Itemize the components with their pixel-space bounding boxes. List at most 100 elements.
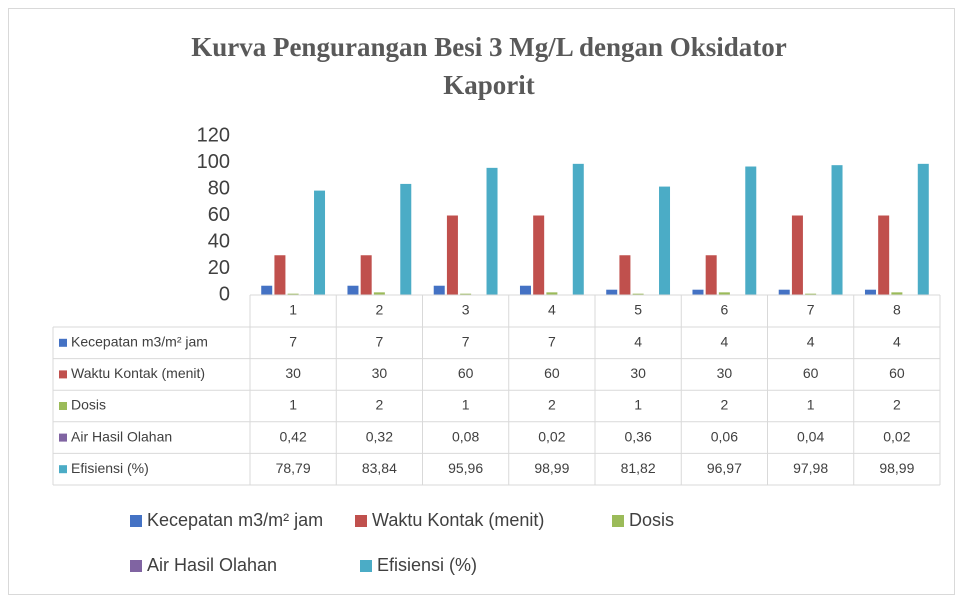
table-cell: 0,06	[711, 428, 738, 444]
bar	[433, 285, 445, 295]
table-cell: 2	[720, 397, 728, 413]
table-cell: 0,08	[452, 428, 479, 444]
table-row-label: Waktu Kontak (menit)	[71, 365, 205, 381]
table-cell: 0,32	[366, 428, 393, 444]
legend-label: Dosis	[629, 510, 674, 530]
table-cell: 0,36	[625, 428, 652, 444]
legend-label: Air Hasil Olahan	[147, 555, 277, 575]
x-tick-label: 1	[289, 302, 297, 318]
table-legend-key	[59, 402, 67, 410]
x-tick-label: 2	[375, 302, 383, 318]
bar	[360, 255, 372, 295]
bar	[546, 292, 558, 295]
bar	[572, 163, 584, 295]
table-cell: 0,04	[797, 428, 824, 444]
y-tick-label: 40	[208, 230, 230, 252]
y-tick-label: 0	[219, 283, 230, 305]
table-cell: 7	[289, 334, 297, 350]
bar	[831, 165, 843, 295]
table-cell: 60	[889, 365, 905, 381]
legend-label: Kecepatan m3/m² jam	[147, 510, 323, 530]
table-legend-key	[59, 433, 67, 442]
table-legend-key	[59, 465, 67, 474]
table-cell: 96,97	[707, 460, 742, 476]
table-cell: 83,84	[362, 460, 397, 476]
bar	[400, 183, 412, 295]
table-row-label: Dosis	[71, 397, 106, 413]
table-cell: 2	[548, 397, 556, 413]
table-row-label: Air Hasil Olahan	[71, 428, 172, 444]
legend-key	[130, 560, 142, 572]
legend-key	[130, 515, 142, 527]
table-cell: 98,99	[879, 460, 914, 476]
table-cell: 60	[458, 365, 474, 381]
table-row-label: Efisiensi (%)	[71, 460, 149, 476]
bar	[460, 293, 472, 295]
bar	[261, 285, 273, 295]
bar	[446, 215, 458, 295]
table-cell: 7	[462, 334, 470, 350]
table-cell: 30	[717, 365, 733, 381]
bar	[632, 293, 644, 295]
table-cell: 95,96	[448, 460, 483, 476]
y-tick-label: 120	[197, 124, 230, 146]
table-cell: 0,42	[280, 428, 307, 444]
bar	[745, 166, 757, 295]
legend-key	[355, 515, 367, 527]
table-cell: 98,99	[534, 460, 569, 476]
y-tick-label: 100	[197, 151, 230, 173]
bar	[891, 292, 903, 295]
legend-label: Efisiensi (%)	[377, 555, 477, 575]
bar	[373, 292, 385, 295]
table-cell: 7	[375, 334, 383, 350]
x-tick-label: 3	[462, 302, 470, 318]
x-tick-label: 4	[548, 302, 556, 318]
table-legend-key	[59, 370, 67, 379]
legend-label: Waktu Kontak (menit)	[372, 510, 544, 530]
y-tick-label: 60	[208, 204, 230, 226]
bar	[486, 167, 498, 295]
bar	[718, 292, 730, 295]
table-cell: 81,82	[621, 460, 656, 476]
table-cell: 1	[634, 397, 642, 413]
table-cell: 0,02	[883, 428, 910, 444]
bar	[347, 285, 359, 295]
bar	[778, 289, 790, 295]
table-cell: 2	[893, 397, 901, 413]
table-row-label: Kecepatan m3/m² jam	[71, 334, 208, 350]
x-tick-label: 7	[807, 302, 815, 318]
bar	[287, 293, 299, 295]
bar	[519, 285, 531, 295]
bar	[619, 255, 631, 295]
bar	[692, 289, 704, 295]
bar	[659, 186, 671, 295]
x-tick-label: 5	[634, 302, 642, 318]
bar	[314, 190, 326, 295]
table-cell: 30	[285, 365, 301, 381]
table-legend-key	[59, 338, 67, 347]
bar	[533, 215, 545, 295]
bar	[805, 293, 817, 295]
y-tick-label: 80	[208, 177, 230, 199]
table-cell: 60	[544, 365, 560, 381]
bar	[791, 215, 803, 295]
table-cell: 30	[630, 365, 646, 381]
x-tick-label: 8	[893, 302, 901, 318]
bar	[878, 215, 890, 295]
y-tick-label: 20	[208, 257, 230, 279]
table-cell: 2	[375, 397, 383, 413]
legend-key	[612, 515, 624, 527]
table-cell: 78,79	[276, 460, 311, 476]
bar	[705, 255, 717, 295]
bar	[864, 289, 876, 295]
table-cell: 1	[289, 397, 297, 413]
chart-title: Kurva Pengurangan Besi 3 Mg/L dengan Oks…	[191, 32, 787, 100]
bar	[274, 255, 286, 295]
legend-key	[360, 560, 372, 572]
x-tick-label: 6	[720, 302, 728, 318]
table-cell: 4	[634, 334, 642, 350]
table-cell: 1	[807, 397, 815, 413]
table-cell: 4	[893, 334, 901, 350]
table-cell: 1	[462, 397, 470, 413]
